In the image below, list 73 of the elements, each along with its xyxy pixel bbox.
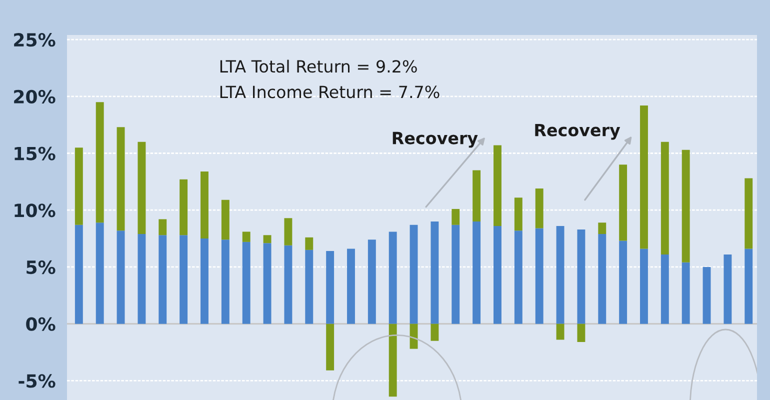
bar xyxy=(494,226,502,324)
bar xyxy=(430,324,439,341)
y-tick-label: 10% xyxy=(14,204,56,218)
bar xyxy=(702,266,711,324)
bar xyxy=(326,324,334,370)
bar xyxy=(514,198,522,231)
bar xyxy=(640,106,648,249)
bar xyxy=(200,238,208,324)
bar xyxy=(430,221,439,324)
bar xyxy=(96,222,104,324)
bar xyxy=(138,234,146,324)
bar xyxy=(598,234,606,324)
bar xyxy=(724,254,732,324)
bar xyxy=(221,200,230,240)
bar xyxy=(158,235,167,324)
bar xyxy=(284,218,292,246)
y-tick-label: 20% xyxy=(14,90,56,104)
bar xyxy=(452,224,460,324)
bar xyxy=(514,230,522,324)
y-tick-label: 0% xyxy=(26,317,56,331)
bar xyxy=(660,142,669,254)
bar xyxy=(640,248,648,324)
bar xyxy=(619,240,628,324)
bar xyxy=(410,324,418,349)
bar xyxy=(305,250,314,324)
annotation: Recovery xyxy=(535,124,620,140)
bar xyxy=(472,170,481,222)
bar xyxy=(682,262,690,324)
bar xyxy=(410,224,418,324)
bar xyxy=(598,222,606,234)
bar xyxy=(577,229,586,324)
bar xyxy=(744,178,753,249)
annotation: Recovery xyxy=(392,132,478,148)
bar xyxy=(368,240,376,324)
bar xyxy=(388,232,397,324)
bar xyxy=(535,188,544,228)
bar xyxy=(242,242,250,324)
bar xyxy=(556,226,564,324)
bar xyxy=(347,248,355,324)
bar xyxy=(74,224,83,324)
bar xyxy=(242,232,250,242)
bar xyxy=(619,164,628,241)
annotation: LTA Income Return = 7.7% xyxy=(220,86,440,98)
bar xyxy=(96,102,104,223)
bar xyxy=(326,251,334,324)
bar xyxy=(116,230,125,324)
bar xyxy=(180,235,188,324)
bar xyxy=(263,235,272,244)
bar xyxy=(221,240,230,324)
annotation: LTA Total Return = 9.2% xyxy=(220,60,417,73)
bar xyxy=(138,142,146,234)
bar xyxy=(452,208,460,225)
bar xyxy=(660,254,669,324)
bar xyxy=(305,237,314,250)
bar xyxy=(494,145,502,226)
bar xyxy=(180,179,188,236)
bar xyxy=(200,171,208,239)
bar xyxy=(744,248,753,324)
bar xyxy=(556,324,564,340)
bar xyxy=(284,245,292,324)
y-tick-label: 15% xyxy=(14,146,56,160)
bar xyxy=(577,324,586,342)
bar xyxy=(388,324,397,397)
bar xyxy=(263,243,272,324)
bar xyxy=(535,228,544,324)
bar xyxy=(682,150,690,262)
bar xyxy=(74,148,83,225)
y-tick-label: -5% xyxy=(18,374,56,388)
y-tick-label: 25% xyxy=(14,33,56,47)
bar xyxy=(116,127,125,231)
y-tick-label: 5% xyxy=(26,260,56,274)
bar xyxy=(472,221,481,324)
bar xyxy=(158,219,167,236)
